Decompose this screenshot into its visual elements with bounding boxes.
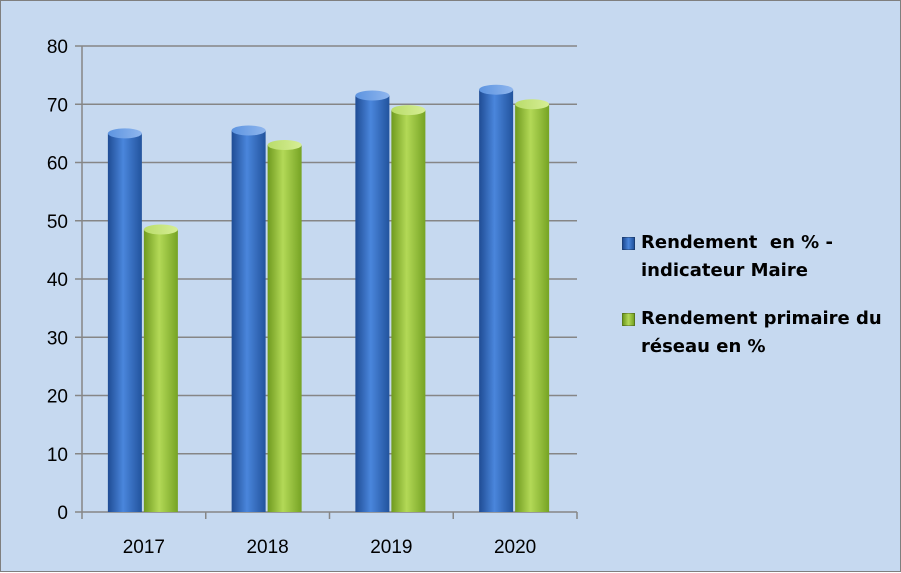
legend-item-series-2: Rendement primaire du réseau en %	[622, 305, 897, 361]
y-tick-label-50: 50	[47, 212, 68, 233]
y-tick-label-20: 20	[47, 387, 68, 408]
legend-swatch-series-1	[622, 237, 635, 250]
bar-cap-series-2-2019	[391, 105, 426, 116]
y-tick-label-0: 0	[57, 503, 68, 524]
y-tick-label-40: 40	[47, 270, 68, 291]
x-tick-label-2017: 2017	[123, 537, 165, 558]
bar-series-2-2020	[515, 104, 550, 512]
bar-chart: 0 10 20 30 40 50 60 70 80 2017 2018 2019 2020	[47, 37, 578, 558]
bar-series-2-2019	[391, 110, 426, 512]
bar-series-1-2018	[231, 130, 266, 512]
bar-series-1-2017	[107, 133, 142, 512]
x-tick-label-2018: 2018	[246, 537, 288, 558]
legend: Rendement en % - indicateur Maire Rendem…	[622, 229, 897, 381]
y-tick-label-30: 30	[47, 328, 68, 349]
y-tick-label-60: 60	[47, 154, 68, 175]
y-tick-label-80: 80	[47, 37, 68, 58]
bar-cap-series-2-2020	[515, 99, 550, 110]
bar-series-1-2020	[479, 89, 514, 512]
legend-item-series-1: Rendement en % - indicateur Maire	[622, 229, 897, 285]
bar-series-2-2017	[143, 229, 178, 513]
bar-series-2-2018	[267, 145, 302, 512]
legend-label-series-2: Rendement primaire du réseau en %	[641, 308, 882, 357]
bar-cap-series-2-2017	[143, 224, 178, 235]
bar-cap-series-2-2018	[267, 140, 302, 151]
bar-cap-series-1-2020	[479, 84, 514, 95]
y-tick-label-70: 70	[47, 95, 68, 116]
x-tick-label-2020: 2020	[494, 537, 536, 558]
bar-cap-series-1-2017	[107, 128, 142, 139]
bar-cap-series-1-2019	[355, 90, 390, 101]
legend-label-series-1: Rendement en % - indicateur Maire	[641, 232, 833, 281]
legend-swatch-series-2	[622, 313, 635, 326]
bar-cap-series-1-2018	[231, 125, 266, 136]
bar-series-1-2019	[355, 95, 390, 512]
x-tick-label-2019: 2019	[370, 537, 412, 558]
y-tick-label-10: 10	[47, 445, 68, 466]
